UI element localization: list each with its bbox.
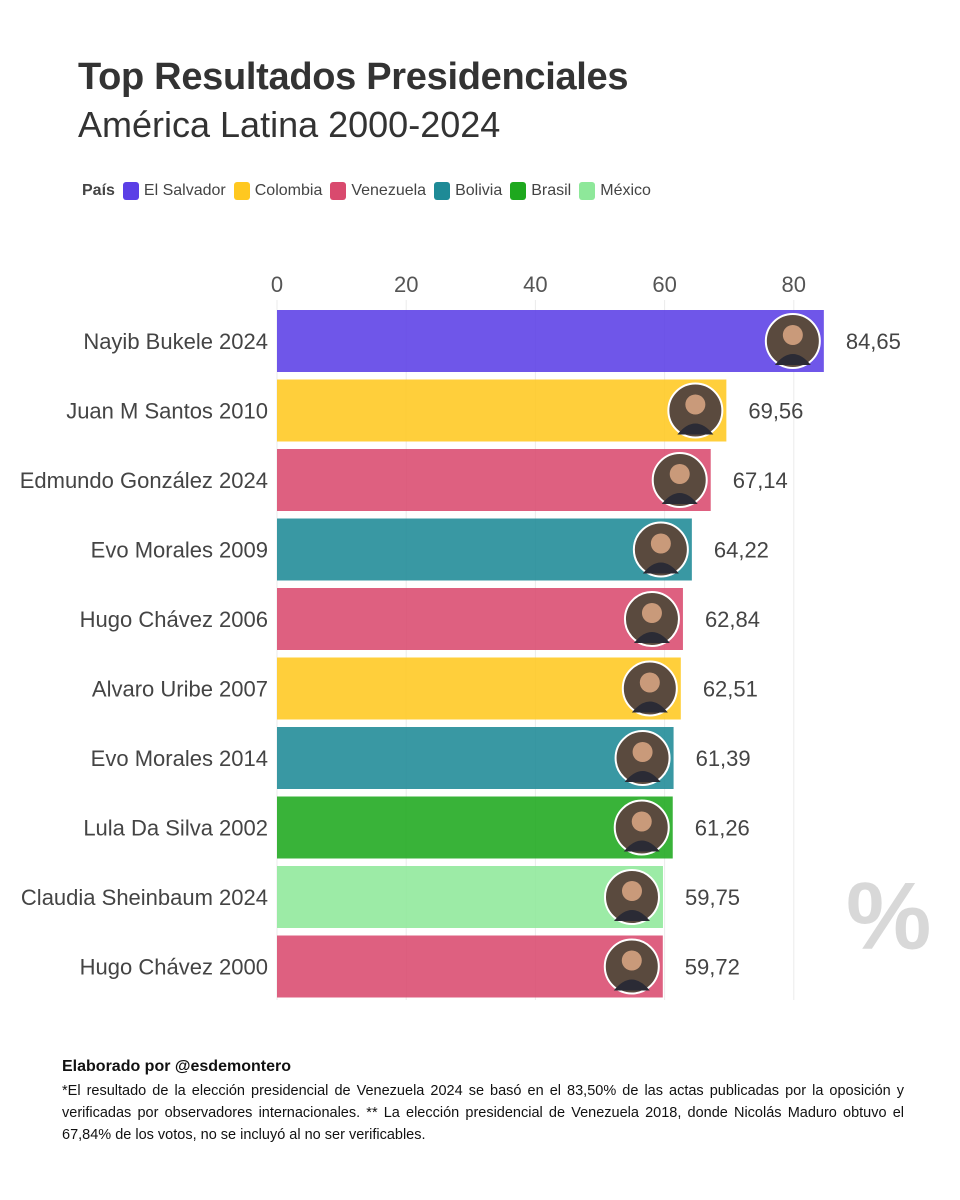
- bar: [277, 935, 663, 998]
- x-tick-label: 0: [271, 272, 283, 297]
- category-label: Alvaro Uribe 2007: [92, 677, 268, 702]
- category-label: Hugo Chávez 2000: [80, 955, 268, 980]
- category-label: Nayib Bukele 2024: [83, 329, 268, 354]
- chart-title: Top Resultados Presidenciales: [78, 56, 629, 98]
- value-label: 59,72: [685, 955, 740, 980]
- legend-item-bolivia: Bolivia: [434, 182, 502, 200]
- footer-note: *El resultado de la elección presidencia…: [62, 1083, 904, 1143]
- x-tick-label: 40: [523, 272, 547, 297]
- legend-label: Bolivia: [455, 182, 503, 199]
- category-label: Juan M Santos 2010: [66, 399, 268, 424]
- bar: [277, 727, 674, 789]
- legend-item-colombia: Colombia: [233, 182, 323, 200]
- avatar-body: [613, 979, 650, 991]
- avatar-body: [661, 493, 698, 504]
- value-label: 62,51: [703, 677, 758, 702]
- avatar-body: [633, 632, 670, 643]
- category-label: Evo Morales 2009: [91, 538, 268, 563]
- footer: Elaborado por @esdemontero *El resultado…: [62, 1056, 904, 1146]
- avatar-face: [621, 950, 642, 971]
- legend-swatch: [233, 182, 250, 200]
- value-label: 61,26: [695, 816, 750, 841]
- avatar-face: [782, 325, 803, 345]
- bar: [277, 310, 824, 372]
- chart-subtitle: América Latina 2000-2024: [78, 104, 501, 145]
- avatar-face: [639, 672, 660, 693]
- legend-item-venezuela: Venezuela: [330, 182, 426, 200]
- legend-swatch: [510, 182, 527, 200]
- avatar-face: [632, 742, 653, 762]
- bar: [277, 657, 681, 720]
- x-tick-label: 60: [652, 272, 676, 297]
- value-label: 67,14: [733, 468, 788, 493]
- avatar-face: [685, 394, 706, 415]
- percent-watermark: %: [846, 863, 932, 970]
- bar: [277, 796, 673, 859]
- value-label: 69,56: [748, 399, 803, 424]
- legend-swatch: [330, 182, 347, 200]
- legend-item-brasil: Brasil: [510, 182, 571, 200]
- legend-swatch: [579, 182, 596, 200]
- category-label: Claudia Sheinbaum 2024: [21, 885, 268, 910]
- bar: [277, 379, 727, 442]
- footer-author: Elaborado por @esdemontero: [62, 1058, 291, 1075]
- legend-item-el-salvador: El Salvador: [122, 182, 226, 200]
- avatar-face: [641, 603, 662, 623]
- value-label: 84,65: [846, 329, 901, 354]
- category-label: Lula Da Silva 2002: [83, 816, 268, 841]
- bar: [277, 518, 692, 581]
- avatar-body: [624, 771, 661, 782]
- value-label: 61,39: [696, 746, 751, 771]
- avatar-body: [677, 423, 714, 435]
- bar: [277, 449, 711, 511]
- bar: [277, 588, 683, 650]
- category-label: Hugo Chávez 2006: [80, 607, 268, 632]
- legend-swatch: [122, 182, 139, 200]
- legend-label: Brasil: [531, 182, 572, 199]
- x-tick-label: 20: [394, 272, 418, 297]
- value-label: 64,22: [714, 538, 769, 563]
- legend-swatch: [434, 182, 451, 200]
- avatar-body: [613, 910, 650, 921]
- legend-label: Colombia: [254, 182, 323, 199]
- legend-label: Venezuela: [351, 182, 427, 199]
- bar: [277, 866, 663, 928]
- avatar-body: [623, 840, 660, 852]
- value-label: 62,84: [705, 607, 760, 632]
- avatar-body: [642, 562, 679, 574]
- category-label: Evo Morales 2014: [91, 746, 268, 771]
- legend-label: El Salvador: [143, 182, 226, 199]
- value-label: 59,75: [685, 885, 740, 910]
- bar-chart: 0 20 40 60 80 Nayib Bukele 2024 84,65 Juan M Sa…: [20, 272, 901, 1000]
- x-tick-label: 80: [782, 272, 806, 297]
- avatar-face: [631, 811, 652, 832]
- avatar-face: [669, 464, 690, 484]
- avatar-body: [631, 701, 668, 713]
- category-label: Edmundo González 2024: [20, 468, 268, 493]
- legend-label: México: [600, 182, 651, 199]
- avatar-face: [621, 881, 642, 901]
- avatar-face: [650, 533, 671, 554]
- legend: País El Salvador Colombia Venezuela Boli…: [82, 182, 659, 200]
- legend-title: País: [82, 182, 115, 199]
- legend-item-mexico: México: [579, 182, 651, 200]
- avatar-body: [774, 354, 811, 365]
